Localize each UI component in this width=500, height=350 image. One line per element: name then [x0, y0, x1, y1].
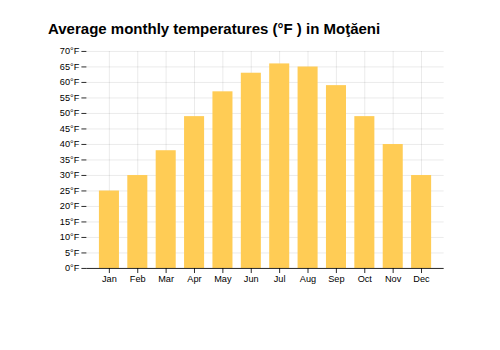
svg-text:35°F: 35°F	[60, 155, 80, 165]
svg-text:50°F: 50°F	[60, 108, 80, 118]
svg-text:Nov: Nov	[385, 274, 402, 284]
svg-text:20°F: 20°F	[60, 201, 80, 211]
svg-text:15°F: 15°F	[60, 217, 80, 227]
svg-text:Dec: Dec	[413, 274, 430, 284]
svg-text:Mar: Mar	[158, 274, 174, 284]
svg-text:70°F: 70°F	[60, 46, 80, 56]
svg-text:Aug: Aug	[300, 274, 316, 284]
svg-text:Sep: Sep	[328, 274, 344, 284]
svg-text:55°F: 55°F	[60, 93, 80, 103]
svg-text:30°F: 30°F	[60, 170, 80, 180]
svg-text:May: May	[214, 274, 232, 284]
svg-text:60°F: 60°F	[60, 77, 80, 87]
svg-text:Feb: Feb	[130, 274, 146, 284]
svg-text:Jun: Jun	[244, 274, 259, 284]
svg-text:Jul: Jul	[274, 274, 286, 284]
svg-text:40°F: 40°F	[60, 139, 80, 149]
svg-text:Apr: Apr	[187, 274, 201, 284]
svg-text:65°F: 65°F	[60, 62, 80, 72]
html-text:Average monthly temperatures (: Average monthly temperatures (°F ) in Mo…	[48, 20, 381, 37]
svg-text:25°F: 25°F	[60, 186, 80, 196]
svg-text:Oct: Oct	[358, 274, 373, 284]
svg-text:45°F: 45°F	[60, 124, 80, 134]
svg-text:Jan: Jan	[102, 274, 117, 284]
svg-text:5°F: 5°F	[65, 248, 80, 258]
svg-text:0°F: 0°F	[65, 263, 80, 273]
svg-text:10°F: 10°F	[60, 232, 80, 242]
